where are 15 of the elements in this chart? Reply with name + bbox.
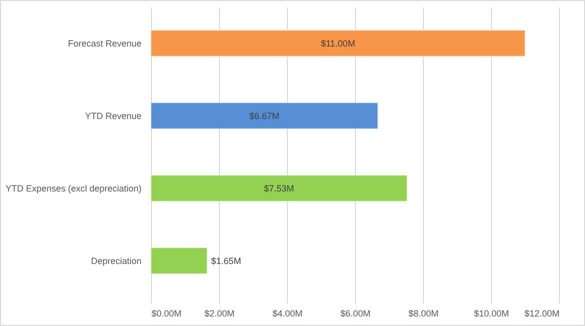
data-label: $11.00M xyxy=(320,38,356,48)
data-label: $6.67M xyxy=(249,110,280,121)
x-tick-label: $2.00M xyxy=(204,308,235,318)
x-tick-label: $8.00M xyxy=(408,308,439,318)
data-label: $1.65M xyxy=(211,256,242,266)
x-tick-label: $4.00M xyxy=(272,308,303,318)
x-tick-label: $10.00M xyxy=(474,308,510,318)
x-tick-label: $0.00M xyxy=(152,308,182,318)
data-label: $7.53M xyxy=(264,183,294,194)
x-tick-label: $12.00M xyxy=(524,308,560,318)
y-tick-label: Forecast Revenue xyxy=(68,38,142,48)
y-tick-label: YTD Expenses (excl depreciation) xyxy=(5,183,142,194)
y-tick-label: YTD Revenue xyxy=(84,110,142,121)
y-tick-label: Depreciation xyxy=(90,256,142,266)
x-tick-label: $6.00M xyxy=(340,308,371,318)
